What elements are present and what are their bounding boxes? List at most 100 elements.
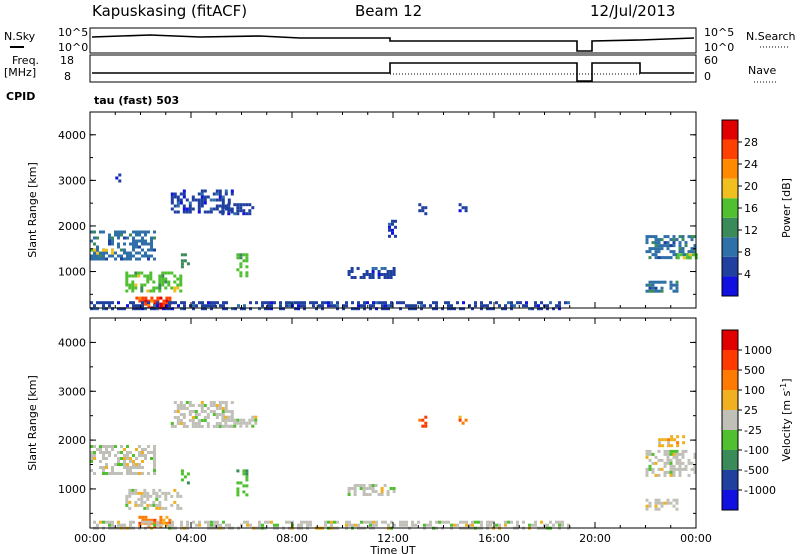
velocity-cell	[194, 416, 198, 419]
power-cell	[540, 307, 543, 311]
velocity-cell	[667, 441, 671, 445]
power-cell	[105, 307, 108, 311]
power-cell	[693, 250, 697, 254]
power-cell	[200, 204, 204, 208]
power-cell	[374, 267, 378, 270]
velocity-cell	[236, 421, 240, 425]
velocity-cell	[549, 520, 552, 524]
velocity-cell	[684, 467, 688, 471]
power-cell	[230, 192, 234, 196]
power-cell	[657, 244, 661, 248]
power-cell	[654, 286, 658, 290]
power-cell	[675, 283, 679, 287]
velocity-cell	[254, 421, 258, 425]
velocity-cell	[90, 460, 93, 463]
velocity-cell	[221, 407, 225, 410]
velocity-cell	[150, 451, 153, 454]
velocity-cell	[670, 438, 674, 442]
velocity-cell	[158, 488, 162, 492]
station-title: Kapuskasing (fitACF)	[92, 2, 247, 20]
velocity-cell	[158, 506, 162, 510]
power-cell	[660, 238, 664, 242]
power-cell	[125, 280, 129, 284]
power-cell	[153, 257, 156, 261]
velocity-cell	[90, 454, 93, 457]
power-cell	[681, 250, 685, 254]
power-cell	[131, 274, 135, 278]
velocity-cell	[405, 520, 408, 524]
power-cell	[144, 242, 147, 246]
velocity-cell	[93, 472, 96, 475]
velocity-cell	[159, 521, 163, 525]
power-cell	[450, 304, 453, 308]
power-cell	[200, 189, 204, 193]
velocity-cell	[224, 410, 228, 413]
power-cell	[270, 307, 273, 311]
power-cell	[285, 304, 288, 308]
velocity-cell	[206, 413, 210, 416]
power-cell	[424, 206, 428, 210]
velocity-colorbar-label: -500	[744, 464, 769, 477]
power-cell	[125, 283, 129, 287]
velocity-cell	[135, 472, 138, 475]
power-cell	[660, 256, 664, 260]
velocity-cell	[663, 470, 667, 474]
power-colorbar-segment	[722, 178, 738, 199]
power-cell	[221, 206, 225, 210]
velocity-cell	[180, 469, 184, 473]
velocity-cell	[120, 445, 123, 448]
power-cell	[90, 248, 93, 252]
power-cell	[336, 301, 339, 305]
power-cell	[645, 241, 649, 245]
power-cell	[96, 301, 99, 305]
velocity-colorbar-segment	[722, 410, 738, 430]
velocity-cell	[675, 467, 679, 471]
power-cell	[144, 302, 148, 306]
power-cell	[138, 230, 141, 234]
power-cell	[108, 233, 111, 237]
power-cell	[663, 280, 667, 284]
velocity-cell	[393, 523, 396, 527]
power-cell	[135, 242, 138, 246]
velocity-cell	[417, 520, 420, 524]
power-cell	[129, 257, 132, 261]
velocity-cell	[651, 452, 655, 456]
power-cell	[129, 254, 132, 258]
power-cell	[138, 307, 141, 311]
power-cell	[167, 280, 171, 284]
power-cell	[129, 251, 132, 255]
power-cell	[132, 254, 135, 258]
velocity-cell	[666, 461, 670, 465]
velocity-cell	[182, 413, 186, 416]
velocity-cell	[675, 461, 679, 465]
power-cell	[165, 302, 169, 306]
power-cell	[111, 236, 114, 240]
power-cell	[197, 198, 201, 202]
velocity-cell	[125, 503, 129, 507]
power-cell	[183, 301, 186, 305]
power-cell	[198, 301, 201, 305]
velocity-cell	[645, 473, 649, 477]
power-cell	[162, 302, 166, 306]
power-cell	[648, 286, 652, 290]
nsky-right-top: 10^5	[704, 26, 734, 39]
power-cell	[96, 236, 99, 240]
velocity-cell	[144, 448, 147, 451]
power-cell	[123, 257, 126, 261]
velocity-cell	[111, 472, 114, 475]
freq-left-bottom: 8	[64, 70, 71, 83]
power-cell	[108, 254, 111, 258]
power-cell	[153, 304, 156, 308]
velocity-cell	[371, 484, 375, 487]
power-cell	[197, 201, 201, 205]
velocity-cell	[153, 451, 156, 454]
power-colorbar-segment	[722, 139, 738, 160]
velocity-cell	[140, 491, 144, 495]
power-cell	[218, 204, 222, 208]
power-cell	[648, 247, 652, 251]
power-cell	[377, 270, 381, 273]
velocity-cell	[567, 523, 570, 527]
velocity-xtick-label: 12:00	[377, 532, 409, 545]
power-cell	[657, 238, 661, 242]
